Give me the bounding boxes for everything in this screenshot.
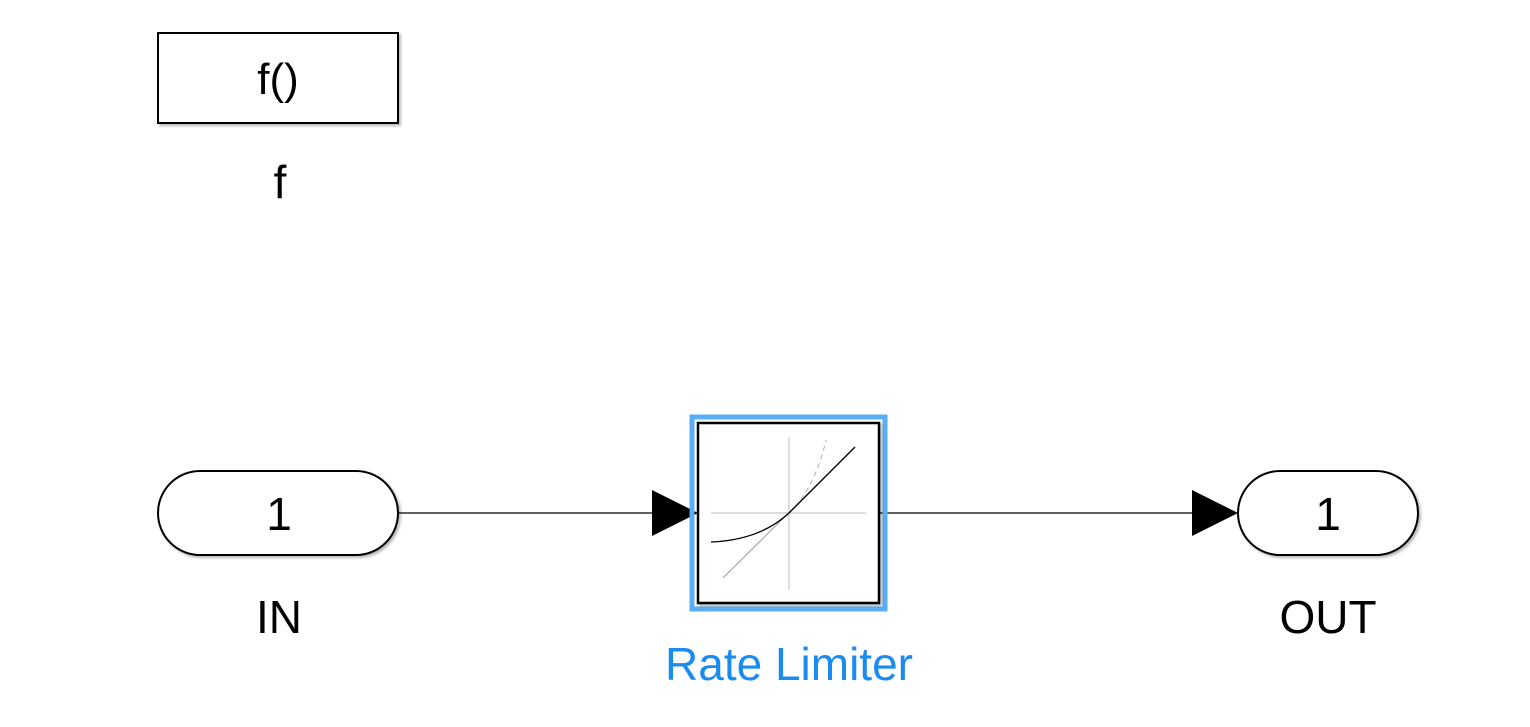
signal-line-in-to-limiter[interactable] — [398, 490, 698, 536]
function-block-label: f — [274, 156, 287, 208]
function-block-body[interactable] — [157, 32, 399, 124]
arrowhead-icon — [1192, 490, 1238, 536]
inport-label: IN — [256, 591, 302, 643]
outport-label: OUT — [1279, 591, 1376, 643]
rate-limiter-block[interactable] — [689, 414, 888, 612]
inport-block[interactable]: 1 — [157, 470, 399, 556]
rate-limiter-curve-icon — [710, 437, 866, 590]
outport-number: 1 — [1315, 488, 1341, 540]
arrowhead-icon — [652, 490, 698, 536]
outport-body[interactable] — [1237, 470, 1419, 556]
signal-line-limiter-to-out[interactable] — [880, 490, 1238, 536]
inport-number: 1 — [266, 488, 292, 540]
inport-body[interactable] — [157, 470, 399, 556]
rate-limiter-label: Rate Limiter — [665, 638, 913, 690]
selection-highlight — [689, 414, 888, 612]
function-block[interactable]: f() — [157, 32, 399, 124]
function-block-glyph: f() — [257, 55, 299, 104]
outport-block[interactable]: 1 — [1237, 470, 1419, 556]
